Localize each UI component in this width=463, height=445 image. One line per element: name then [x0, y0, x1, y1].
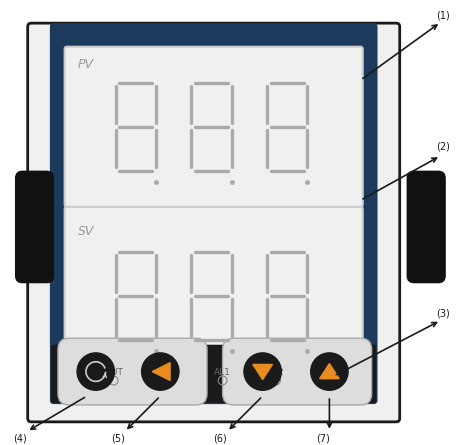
FancyBboxPatch shape	[65, 207, 363, 367]
FancyBboxPatch shape	[16, 171, 54, 283]
FancyBboxPatch shape	[51, 24, 376, 403]
Text: (1): (1)	[436, 11, 450, 20]
FancyBboxPatch shape	[65, 47, 363, 207]
FancyBboxPatch shape	[58, 338, 207, 405]
Text: SV: SV	[78, 225, 94, 238]
FancyBboxPatch shape	[223, 338, 372, 405]
Text: PV: PV	[78, 58, 94, 71]
Circle shape	[311, 353, 348, 390]
Bar	[67, 365, 361, 387]
FancyBboxPatch shape	[28, 23, 400, 422]
Polygon shape	[253, 364, 272, 380]
Circle shape	[142, 353, 179, 390]
Text: A/M: A/M	[161, 368, 178, 377]
Text: AL1: AL1	[214, 368, 231, 377]
FancyBboxPatch shape	[407, 171, 445, 283]
Circle shape	[77, 353, 114, 390]
Text: AL2: AL2	[268, 368, 284, 377]
Text: (3): (3)	[436, 309, 450, 319]
Text: (5): (5)	[111, 433, 125, 443]
Text: (2): (2)	[436, 142, 450, 152]
Text: (6): (6)	[213, 433, 227, 443]
Circle shape	[244, 353, 282, 390]
Polygon shape	[319, 364, 339, 379]
Text: (4): (4)	[13, 433, 27, 443]
Text: OUT: OUT	[104, 368, 123, 377]
Polygon shape	[152, 363, 170, 380]
FancyBboxPatch shape	[52, 346, 375, 402]
Text: (7): (7)	[316, 433, 330, 443]
